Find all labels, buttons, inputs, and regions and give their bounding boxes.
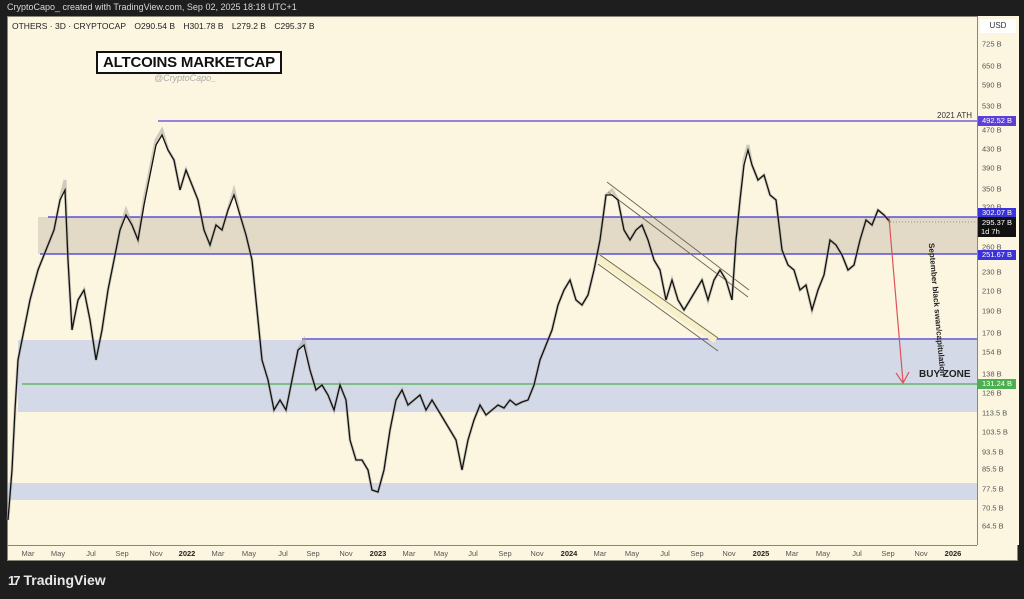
time-tick: May bbox=[815, 549, 831, 558]
price-tick: 650 B bbox=[982, 61, 1002, 71]
time-tick: Mar bbox=[21, 549, 35, 558]
chart-frame[interactable] bbox=[7, 16, 1018, 561]
top-bar: CryptoCapo_ created with TradingView.com… bbox=[0, 0, 1024, 16]
tradingview-wordmark: TradingView bbox=[23, 572, 106, 588]
channel-lower-fill bbox=[598, 254, 718, 343]
price-tick: 350 B bbox=[982, 184, 1002, 194]
price-tick: 138 B bbox=[982, 369, 1002, 379]
current-price-value: 295.37 B bbox=[981, 218, 1013, 227]
price-line bbox=[7, 133, 891, 521]
price-tick: 170 B bbox=[982, 328, 1002, 338]
time-tick: Sep bbox=[115, 549, 129, 558]
time-tick: Mar bbox=[785, 549, 799, 558]
price-tick: 470 B bbox=[982, 125, 1002, 135]
time-tick: May bbox=[433, 549, 449, 558]
capitulation-arrow[interactable] bbox=[888, 217, 910, 385]
price-tick: 103.5 B bbox=[982, 427, 1008, 437]
price-tick: 210 B bbox=[982, 286, 1002, 296]
price-tick: 190 B bbox=[982, 306, 1002, 316]
price-tick: 70.5 B bbox=[982, 503, 1004, 513]
time-tick: Nov bbox=[722, 549, 736, 558]
time-tick: Sep bbox=[306, 549, 320, 558]
time-tick: Jul bbox=[278, 549, 288, 558]
price-tick: 77.5 B bbox=[982, 484, 1004, 494]
price-tick: 430 B bbox=[982, 144, 1002, 154]
price-wick-shadow bbox=[6, 126, 892, 521]
price-tick: 126 B bbox=[982, 388, 1002, 398]
price-tick: 85.5 B bbox=[982, 464, 1004, 474]
current-price-badge: 295.37 B 1d 7h bbox=[978, 217, 1016, 237]
support-price-badge: 251.67 B bbox=[978, 250, 1016, 260]
price-tick: 230 B bbox=[982, 267, 1002, 277]
price-tick: 530 B bbox=[982, 101, 1002, 111]
buy-price-badge: 131.24 B bbox=[978, 379, 1016, 389]
author-handle: @CryptoCapo_ bbox=[154, 73, 217, 83]
time-axis[interactable] bbox=[7, 545, 977, 562]
time-tick: May bbox=[624, 549, 640, 558]
resistance-price-badge: 302.07 B bbox=[978, 208, 1016, 218]
price-tick: 93.5 B bbox=[982, 447, 1004, 457]
price-tick: 390 B bbox=[982, 163, 1002, 173]
time-tick: 2024 bbox=[560, 549, 578, 558]
price-axis[interactable] bbox=[977, 16, 1019, 545]
price-tick: 725 B bbox=[982, 39, 1002, 49]
tradingview-logo[interactable]: 17 TradingView bbox=[8, 572, 106, 588]
time-tick: 2023 bbox=[369, 549, 387, 558]
price-tick: 113.5 B bbox=[982, 408, 1008, 418]
legend-high: H301.78 B bbox=[183, 21, 224, 31]
time-tick: Nov bbox=[149, 549, 163, 558]
credit-text: CryptoCapo_ created with TradingView.com… bbox=[7, 2, 297, 12]
time-tick: 2026 bbox=[944, 549, 962, 558]
time-tick: Nov bbox=[530, 549, 544, 558]
time-tick: Mar bbox=[402, 549, 416, 558]
price-tick: 590 B bbox=[982, 80, 1002, 90]
time-tick: Sep bbox=[881, 549, 895, 558]
chart-title: ALTCOINS MARKETCAP bbox=[96, 51, 282, 74]
time-tick: Sep bbox=[498, 549, 512, 558]
symbol-legend[interactable]: OTHERS · 3D · CRYPTOCAP O290.54 B H301.7… bbox=[12, 21, 321, 31]
time-tick: Nov bbox=[914, 549, 928, 558]
price-tick: 154 B bbox=[982, 347, 1002, 357]
legend-low: L279.2 B bbox=[231, 21, 266, 31]
ath-price-badge: 492.52 B bbox=[978, 116, 1016, 126]
buy-zone-label: BUY ZONE bbox=[919, 369, 971, 380]
price-tick: 320 B bbox=[982, 202, 1002, 212]
time-tick: Sep bbox=[690, 549, 704, 558]
range-zone bbox=[38, 217, 977, 254]
channel-lower[interactable] bbox=[597, 254, 719, 352]
countdown: 1d 7h bbox=[981, 227, 1000, 236]
price-tick: 260 B bbox=[982, 242, 1002, 252]
time-tick: Mar bbox=[593, 549, 607, 558]
legend-open: O290.54 B bbox=[134, 21, 175, 31]
time-tick: May bbox=[50, 549, 66, 558]
tradingview-mark-icon: 17 bbox=[8, 572, 21, 588]
currency-button[interactable]: USD bbox=[980, 19, 1016, 33]
time-tick: Jul bbox=[660, 549, 670, 558]
time-tick: Nov bbox=[339, 549, 353, 558]
time-tick: May bbox=[241, 549, 257, 558]
time-tick: 2022 bbox=[178, 549, 196, 558]
time-tick: Mar bbox=[211, 549, 225, 558]
legend-symbol: OTHERS · 3D · CRYPTOCAP bbox=[12, 21, 126, 31]
legend-close: C295.37 B bbox=[274, 21, 315, 31]
time-tick: Jul bbox=[852, 549, 862, 558]
time-tick: Jul bbox=[468, 549, 478, 558]
time-tick: Jul bbox=[86, 549, 96, 558]
buy-zone-area bbox=[18, 340, 977, 412]
low-zone-area bbox=[8, 483, 977, 500]
price-tick: 64.5 B bbox=[982, 521, 1004, 531]
ath-label: 2021 ATH bbox=[937, 111, 972, 120]
time-tick: 2025 bbox=[752, 549, 770, 558]
